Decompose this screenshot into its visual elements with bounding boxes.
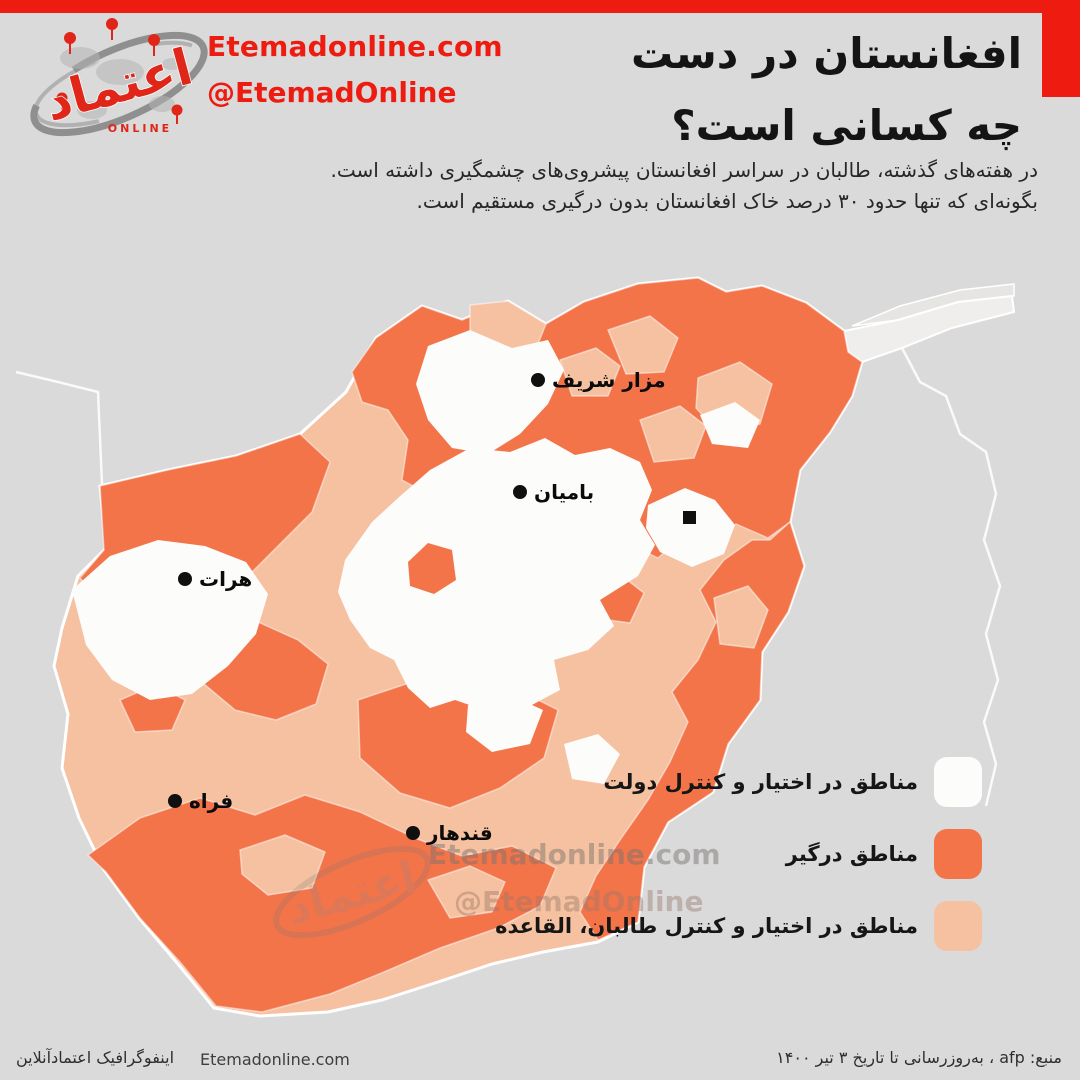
city-label: هرات — [199, 567, 253, 591]
legend-label: مناطق در اختیار و کنترل طالبان، القاعده — [495, 914, 918, 938]
page-title: افغانستان در دست چه کسانی است؟ — [631, 18, 1022, 162]
city-marker-dot — [168, 794, 182, 808]
intro-line-1: در هفته‌های گذشته، طالبان در سراسر افغان… — [330, 158, 1038, 182]
brand-social-handle[interactable]: @EtemadOnline — [207, 76, 457, 109]
legend-item-taliban-alqaeda: مناطق در اختیار و کنترل طالبان، القاعده — [495, 901, 982, 951]
title-line-2: چه کسانی است؟ — [671, 101, 1022, 150]
city-marker-dot — [513, 485, 527, 499]
city-marker-dot — [406, 826, 420, 840]
map-legend: مناطق در اختیار و کنترل دولت مناطق درگیر… — [495, 757, 982, 973]
top-red-bar — [0, 0, 1080, 13]
legend-item-contested: مناطق درگیر — [495, 829, 982, 879]
watermark-url: Etemadonline.com — [428, 838, 721, 871]
legend-swatch-contested — [934, 829, 982, 879]
logo-online-label: ONLINE — [108, 122, 172, 135]
footer-source-note: منبع: afp ، به‌روزرسانی تا تاریخ ۳ تیر ۱… — [776, 1048, 1062, 1067]
city-marker-dot — [531, 373, 545, 387]
intro-line-2: بگونه‌ای که تنها حدود ۳۰ درصد خاک افغانس… — [416, 189, 1038, 213]
brand-links: Etemadonline.com @EtemadOnline — [207, 30, 503, 110]
intro-text: در هفته‌های گذشته، طالبان در سراسر افغان… — [331, 155, 1038, 217]
map-region-government — [72, 330, 760, 784]
legend-swatch-government — [934, 757, 982, 807]
brand-website-link[interactable]: Etemadonline.com — [207, 30, 503, 63]
map-orange-island — [408, 543, 456, 594]
legend-label: مناطق در اختیار و کنترل دولت — [603, 770, 918, 794]
legend-label: مناطق درگیر — [785, 842, 918, 866]
city-label: فراه — [189, 789, 234, 813]
globe-swoosh-icon — [30, 31, 208, 137]
city-label: قندهار — [427, 821, 493, 845]
legend-swatch-taliban-alqaeda — [934, 901, 982, 951]
map-pin-icons — [56, 18, 183, 124]
watermark-logo-ghost: اعتماد — [273, 845, 431, 939]
city-label: مزار شریف — [552, 368, 666, 392]
footer-credit: اینفوگرافیک اعتمادآنلاین — [16, 1048, 175, 1067]
watermark-text: Etemadonline.com @EtemadOnline — [428, 838, 721, 918]
etemad-online-logo: اعتماد ONLINE — [30, 18, 208, 137]
corner-red-block — [1042, 0, 1080, 97]
city-label: بامیان — [534, 480, 595, 504]
legend-item-government: مناطق در اختیار و کنترل دولت — [495, 757, 982, 807]
city-marker-dot — [178, 572, 192, 586]
footer-website-link[interactable]: Etemadonline.com — [200, 1050, 350, 1069]
title-line-1: افغانستان در دست — [631, 29, 1022, 78]
watermark-handle: @EtemadOnline — [454, 885, 704, 918]
capital-marker-square — [683, 511, 696, 524]
neighbor-border-lines — [15, 347, 1002, 807]
